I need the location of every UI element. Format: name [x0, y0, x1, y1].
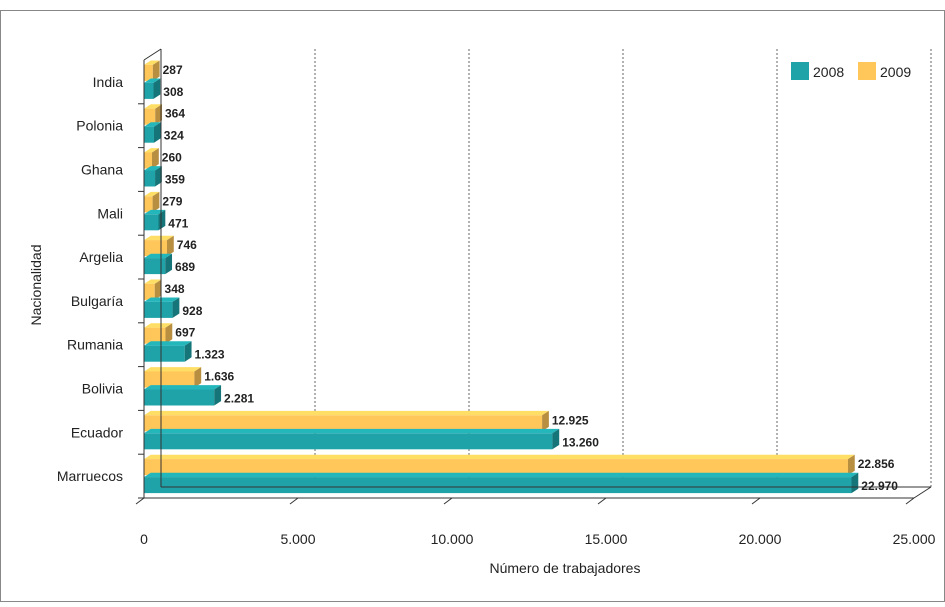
data-label-2008: 689 [175, 260, 195, 274]
category-label: Bolivia [82, 381, 123, 397]
data-label-2009: 746 [177, 238, 197, 252]
axes [138, 48, 932, 499]
bar-2009 [144, 454, 855, 476]
x-tick-label: 10.000 [431, 531, 474, 547]
bar-2008 [144, 385, 222, 406]
x-axis-end [913, 486, 932, 499]
bar-2009 [144, 104, 163, 125]
category-label: Mali [97, 205, 123, 221]
data-labels: 2873083643242603592794717466893489286971… [162, 63, 898, 493]
bar-2009 [144, 148, 159, 169]
category-labels: India Polonia Ghana Mali Argelia Bulgaría Ruma… [57, 74, 123, 484]
category-label: Ghana [81, 162, 123, 178]
x-tick [135, 497, 145, 505]
data-label-2009: 697 [175, 326, 195, 340]
data-label-2008: 22.970 [861, 479, 898, 493]
bar-2009 [144, 191, 160, 213]
x-axis-title: Número de trabajadores [490, 560, 641, 576]
category-label: Marruecos [57, 468, 123, 484]
x-tick [905, 497, 915, 505]
x-tick [289, 497, 299, 505]
data-label-2008: 13.260 [562, 435, 599, 449]
bar-2008 [144, 209, 166, 231]
y-axis-top [143, 48, 162, 61]
data-label-2009: 279 [162, 194, 182, 208]
bar-2008 [144, 428, 560, 450]
data-label-2009: 364 [165, 107, 185, 121]
data-label-2008: 324 [164, 129, 184, 143]
bar-2009 [144, 279, 162, 300]
data-label-2008: 359 [165, 173, 185, 187]
data-label-2009: 1.636 [204, 370, 234, 384]
outer-border [0, 10, 945, 602]
legend-swatch-2009 [858, 62, 876, 80]
bar-2008 [144, 253, 173, 275]
category-label: Bulgaría [71, 293, 123, 309]
category-label: Rumania [67, 337, 123, 353]
legend-swatch-2008 [791, 62, 809, 80]
category-label: Argelia [79, 249, 123, 265]
bar-2009 [144, 367, 202, 388]
bar-2008 [144, 472, 859, 494]
data-label-2009: 12.925 [552, 413, 589, 427]
x-tick-label: 0 [140, 531, 148, 547]
legend: 2008 2009 [791, 62, 911, 80]
category-label: Polonia [76, 118, 123, 134]
bar-2008 [144, 297, 180, 318]
data-label-2008: 928 [182, 304, 202, 318]
category-label: Ecuador [71, 424, 123, 440]
x-tick-labels: 0 5.000 10.000 15.000 20.000 25.000 [135, 497, 936, 547]
x-tick [751, 497, 761, 505]
bar-2008 [144, 122, 161, 143]
category-label: India [93, 74, 124, 90]
y-axis-title: Nacionalidad [28, 245, 44, 326]
x-tick [443, 497, 453, 505]
data-label-2009: 22.856 [858, 457, 895, 471]
data-label-2008: 308 [163, 85, 183, 99]
bar-2008 [144, 341, 192, 362]
bar-2009 [144, 235, 174, 257]
bars [144, 60, 859, 494]
x-tick-label: 15.000 [585, 531, 628, 547]
data-label-2009: 348 [165, 282, 185, 296]
x-tick [597, 497, 607, 505]
data-label-2008: 471 [168, 216, 188, 230]
x-tick-label: 20.000 [739, 531, 782, 547]
bar-2009 [144, 60, 160, 81]
legend-label-2008: 2008 [813, 64, 844, 80]
bar-2009 [144, 323, 173, 344]
x-tick-label: 5.000 [280, 531, 315, 547]
bar-2008 [144, 166, 162, 187]
bar-2009 [144, 410, 549, 432]
bar-2008 [144, 78, 161, 99]
data-label-2008: 2.281 [224, 392, 254, 406]
legend-label-2009: 2009 [880, 64, 911, 80]
data-label-2009: 287 [163, 63, 183, 77]
data-label-2008: 1.323 [195, 348, 225, 362]
x-tick-label: 25.000 [893, 531, 936, 547]
data-label-2009: 260 [162, 151, 182, 165]
